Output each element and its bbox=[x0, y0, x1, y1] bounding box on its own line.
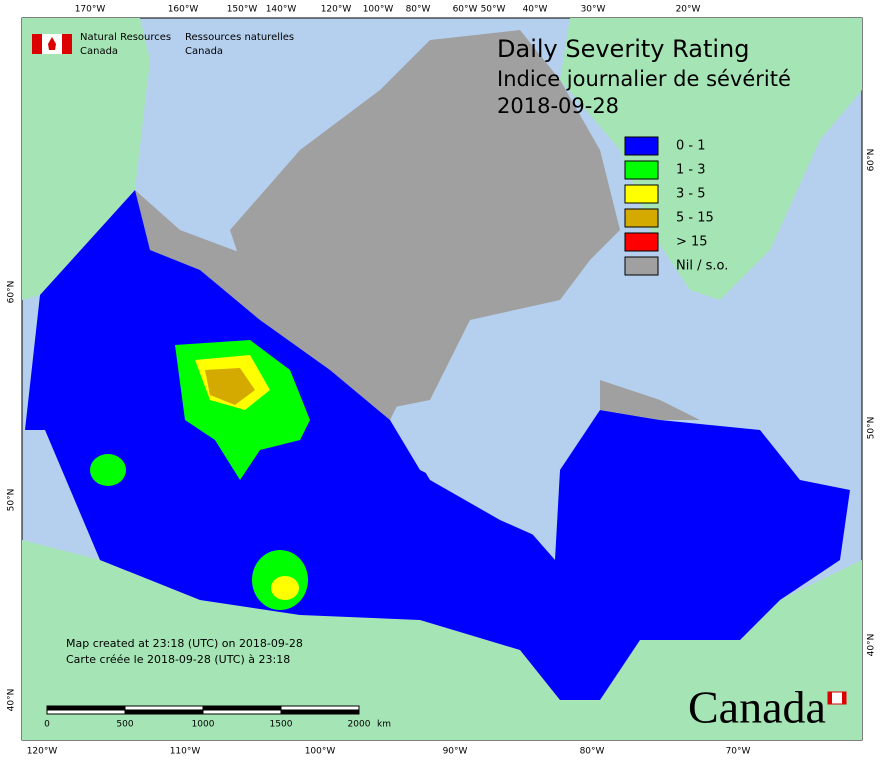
legend-label: 0 - 1 bbox=[676, 139, 706, 154]
flag-bar bbox=[32, 34, 42, 54]
longitude-label: 100°W bbox=[363, 5, 394, 15]
legend-label: Nil / s.o. bbox=[676, 259, 728, 274]
flag-bar bbox=[842, 692, 846, 704]
legend-swatch bbox=[624, 160, 659, 180]
scale-unit: km bbox=[377, 720, 391, 730]
canada-wordmark: Canada bbox=[688, 682, 826, 733]
latitude-label: 40°N bbox=[7, 689, 17, 712]
scale-bar: 0 500 1000 1500 2000 km bbox=[44, 705, 391, 730]
longitude-label: 150°W bbox=[227, 5, 258, 15]
scale-label: 0 bbox=[44, 720, 50, 730]
scale-label: 500 bbox=[116, 720, 133, 730]
latitude-label: 40°N bbox=[867, 634, 877, 657]
longitude-label: 50°W bbox=[481, 5, 506, 15]
arctic-islands bbox=[230, 30, 620, 410]
united-states bbox=[22, 540, 862, 740]
land bbox=[22, 18, 862, 740]
longitude-label: 80°W bbox=[580, 747, 605, 757]
agency-fr: Canada bbox=[185, 46, 223, 57]
scale-label: 1000 bbox=[192, 720, 215, 730]
longitude-label: 70°W bbox=[726, 747, 751, 757]
graticule-labels: 170°W 160°W 150°W 140°W 120°W 100°W 80°W 60°W 50… bbox=[7, 5, 877, 757]
greenland bbox=[560, 18, 862, 300]
agency-en: Canada bbox=[80, 46, 118, 57]
scale-label: 2000 bbox=[348, 720, 371, 730]
longitude-label: 120°W bbox=[321, 5, 352, 15]
latitude-label: 60°N bbox=[7, 281, 17, 304]
flag-bar bbox=[828, 692, 832, 704]
scale-segment bbox=[46, 705, 126, 711]
longitude-label: 120°W bbox=[27, 747, 58, 757]
legend-swatch bbox=[624, 232, 659, 252]
longitude-label: 170°W bbox=[75, 5, 106, 15]
scale-label: 1500 bbox=[270, 720, 293, 730]
fire-zone-yellow bbox=[271, 576, 299, 600]
scale-segment bbox=[124, 709, 204, 715]
scale-segment bbox=[202, 705, 282, 711]
agency-fr: Ressources naturelles bbox=[185, 32, 294, 43]
footer-note: Carte créée le 2018-09-28 (UTC) à 23:18 bbox=[66, 653, 290, 666]
longitude-label: 60°W bbox=[453, 5, 478, 15]
legend-swatch bbox=[624, 136, 659, 156]
legend-swatch bbox=[624, 256, 659, 276]
legend-label: 5 - 15 bbox=[676, 211, 714, 226]
legend-label: 3 - 5 bbox=[676, 187, 706, 202]
scale-segment bbox=[202, 709, 282, 715]
legend: 0 - 1 1 - 3 3 - 5 5 - 15 > 15 Nil / s.o. bbox=[624, 136, 728, 276]
alaska bbox=[22, 18, 150, 300]
legend-label: > 15 bbox=[676, 235, 708, 250]
latitude-label: 50°N bbox=[867, 417, 877, 440]
longitude-label: 140°W bbox=[266, 5, 297, 15]
title-date: 2018-09-28 bbox=[497, 94, 619, 118]
wordmark-flag bbox=[827, 691, 847, 705]
fire-zone-orange bbox=[205, 368, 255, 405]
canada-fdr-area bbox=[25, 190, 850, 700]
longitude-label: 110°W bbox=[170, 747, 201, 757]
scale-segment bbox=[280, 709, 360, 715]
footer-note: Map created at 23:18 (UTC) on 2018-09-28 bbox=[66, 637, 303, 650]
legend-swatch bbox=[624, 184, 659, 204]
longitude-label: 160°W bbox=[168, 5, 199, 15]
scale-segment bbox=[280, 705, 360, 711]
title: Indice journalier de sévérité bbox=[497, 67, 791, 91]
legend-label: 1 - 3 bbox=[676, 163, 706, 178]
labrador-nil bbox=[600, 380, 700, 420]
longitude-label: 80°W bbox=[406, 5, 431, 15]
maple-leaf bbox=[48, 37, 56, 50]
fire-zone-green bbox=[90, 454, 126, 486]
scale-segment bbox=[46, 709, 126, 715]
legend-swatch bbox=[624, 208, 659, 228]
flag-bar bbox=[62, 34, 72, 54]
title: Daily Severity Rating bbox=[497, 35, 749, 63]
longitude-label: 20°W bbox=[676, 5, 701, 15]
longitude-label: 30°W bbox=[581, 5, 606, 15]
nrcan-flag bbox=[32, 34, 72, 54]
latitude-label: 60°N bbox=[867, 149, 877, 172]
latitude-label: 50°N bbox=[7, 489, 17, 512]
hudson-bay bbox=[400, 430, 560, 540]
longitude-label: 100°W bbox=[305, 747, 336, 757]
agency-en: Natural Resources bbox=[80, 32, 171, 43]
longitude-label: 90°W bbox=[443, 747, 468, 757]
longitude-label: 40°W bbox=[523, 5, 548, 15]
scale-segment bbox=[124, 705, 204, 711]
arctic-north bbox=[135, 190, 400, 420]
